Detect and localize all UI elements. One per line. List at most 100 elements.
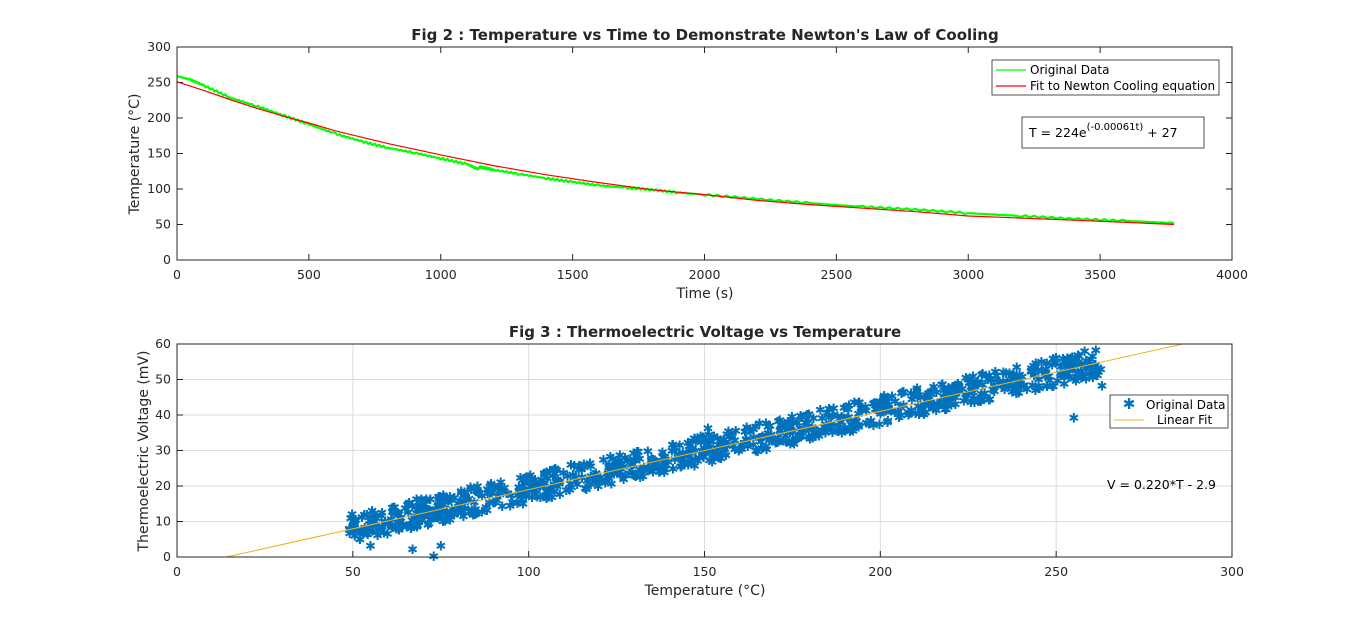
plot2-ytick-label: 40 (155, 407, 171, 422)
scatter-point: ✱ (782, 417, 793, 432)
scatter-point: ✱ (864, 418, 875, 433)
scatter-point: ✱ (402, 498, 413, 513)
scatter-point: ✱ (897, 386, 908, 401)
scatter-point: ✱ (344, 527, 355, 542)
scatter-point: ✱ (361, 509, 372, 524)
scatter-point: ✱ (953, 380, 964, 395)
scatter-point: ✱ (969, 393, 980, 408)
scatter-point: ✱ (630, 470, 641, 485)
scatter-point: ✱ (1051, 356, 1062, 371)
scatter-point: ✱ (940, 386, 951, 401)
scatter-point: ✱ (472, 486, 483, 501)
scatter-point: ✱ (605, 451, 616, 466)
scatter-point: ✱ (969, 396, 980, 411)
scatter-point: ✱ (423, 517, 434, 532)
plot2-xtick-label: 50 (345, 564, 361, 579)
plot1-ylabel: Temperature (°C) (127, 94, 143, 216)
scatter-point: ✱ (432, 512, 443, 527)
scatter-point: ✱ (821, 419, 832, 434)
scatter-point: ✱ (405, 522, 416, 537)
plot1-axes-box (176, 46, 1233, 261)
scatter-point: ✱ (869, 396, 880, 411)
series-original-data-line (176, 75, 1175, 225)
scatter-point: ✱ (634, 464, 645, 479)
scatter-point: ✱ (989, 385, 1000, 400)
scatter-point: ✱ (415, 504, 426, 519)
scatter-point: ✱ (366, 514, 377, 529)
scatter-point: ✱ (620, 451, 631, 466)
scatter-point: ✱ (548, 478, 559, 493)
scatter-point: ✱ (607, 453, 618, 468)
scatter-point: ✱ (835, 416, 846, 431)
plot2-xlabel: Temperature (°C) (644, 583, 766, 599)
scatter-point: ✱ (937, 378, 948, 393)
scatter-point: ✱ (1036, 355, 1047, 370)
scatter-point: ✱ (358, 524, 369, 539)
scatter-point: ✱ (883, 398, 894, 413)
scatter-point: ✱ (348, 523, 359, 538)
scatter-point: ✱ (1008, 370, 1019, 385)
scatter-point: ✱ (792, 433, 803, 448)
scatter-point: ✱ (735, 443, 746, 458)
scatter-point: ✱ (1036, 365, 1047, 380)
scatter-point: ✱ (445, 493, 456, 508)
scatter-point: ✱ (871, 403, 882, 418)
scatter-point: ✱ (682, 437, 693, 452)
scatter-point: ✱ (418, 498, 429, 513)
scatter-point: ✱ (667, 463, 678, 478)
scatter-point: ✱ (438, 498, 449, 513)
scatter-point: ✱ (916, 401, 927, 416)
scatter-point: ✱ (883, 404, 894, 419)
scatter-outlier-point: ✱ (1093, 365, 1104, 380)
scatter-point: ✱ (741, 436, 752, 451)
scatter-point: ✱ (394, 522, 405, 537)
scatter-point: ✱ (1076, 371, 1087, 386)
scatter-point: ✱ (976, 388, 987, 403)
scatter-point: ✱ (1048, 380, 1059, 395)
scatter-point: ✱ (628, 458, 639, 473)
scatter-point: ✱ (421, 493, 432, 508)
scatter-point: ✱ (698, 449, 709, 464)
scatter-point: ✱ (820, 426, 831, 441)
scatter-point: ✱ (1027, 379, 1038, 394)
scatter-point: ✱ (853, 418, 864, 433)
scatter-point: ✱ (428, 508, 439, 523)
scatter-point: ✱ (792, 417, 803, 432)
scatter-point: ✱ (689, 453, 700, 468)
scatter-point: ✱ (1043, 370, 1054, 385)
scatter-point: ✱ (476, 505, 487, 520)
scatter-point: ✱ (442, 510, 453, 525)
scatter-point: ✱ (387, 502, 398, 517)
scatter-point: ✱ (459, 489, 470, 504)
plot1-ytick-label: 250 (147, 75, 171, 90)
scatter-point: ✱ (433, 491, 444, 506)
scatter-point: ✱ (1072, 357, 1083, 372)
scatter-point: ✱ (1059, 356, 1070, 371)
scatter-point: ✱ (839, 424, 850, 439)
scatter-point: ✱ (1002, 379, 1013, 394)
plot2-xtick-label: 150 (693, 564, 717, 579)
scatter-point: ✱ (844, 422, 855, 437)
scatter-point: ✱ (777, 419, 788, 434)
scatter-point: ✱ (411, 521, 422, 536)
scatter-point: ✱ (379, 515, 390, 530)
scatter-point: ✱ (567, 468, 578, 483)
scatter-point: ✱ (1093, 362, 1104, 377)
scatter-point: ✱ (600, 476, 611, 491)
scatter-point: ✱ (506, 489, 517, 504)
scatter-point: ✱ (387, 519, 398, 534)
scatter-point: ✱ (480, 501, 491, 516)
scatter-point: ✱ (817, 412, 828, 427)
scatter-point: ✱ (603, 462, 614, 477)
scatter-point: ✱ (1056, 369, 1067, 384)
scatter-point: ✱ (810, 429, 821, 444)
scatter-point: ✱ (1081, 362, 1092, 377)
scatter-point: ✱ (456, 486, 467, 501)
scatter-point: ✱ (539, 490, 550, 505)
scatter-point: ✱ (939, 400, 950, 415)
scatter-point: ✱ (1028, 360, 1039, 375)
scatter-point: ✱ (728, 439, 739, 454)
scatter-point: ✱ (403, 498, 414, 513)
plot2-legend: ✱ Original Data Linear Fit (1109, 394, 1229, 429)
scatter-point: ✱ (443, 509, 454, 524)
